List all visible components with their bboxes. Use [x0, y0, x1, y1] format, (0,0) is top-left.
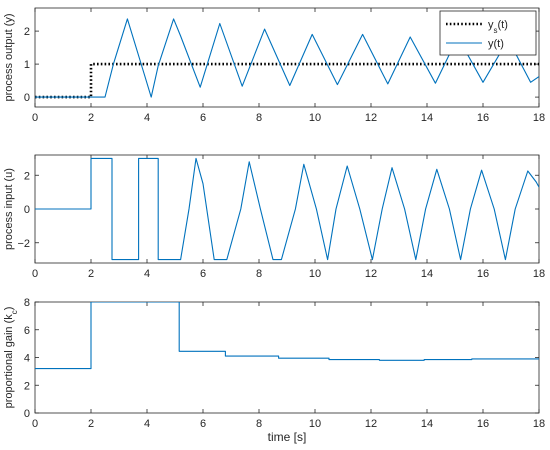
plot-area [34, 154, 540, 264]
y-axis-label: proportional gain (kc) [3, 307, 19, 409]
x-tick-label: 10 [309, 418, 321, 430]
y-tick-label: 2 [24, 380, 30, 392]
y-axis-label: process output (y) [3, 13, 15, 101]
x-tick-label: 18 [533, 418, 545, 430]
x-tick-label: 2 [88, 268, 94, 280]
x-tick-label: 10 [309, 268, 321, 280]
y-tick-label: 0 [24, 408, 30, 420]
series-line-u-t- [35, 157, 539, 261]
process-input-panel: 0 2 4 6 8 10 12 14 16 18 −2 0 2 process input (u) [3, 154, 545, 280]
legend-label: ys(t) [488, 19, 508, 35]
series-line-k-c-t- [35, 302, 539, 370]
x-tick-label: 18 [533, 268, 545, 280]
y-tick-label: 2 [24, 26, 30, 38]
x-axis-label: time [s] [268, 430, 307, 444]
y-axis-label: process input (u) [3, 168, 15, 250]
x-tick-label: 16 [477, 418, 489, 430]
x-tick-label: 6 [200, 418, 206, 430]
y-tick-label: 4 [24, 353, 30, 365]
x-tick-label: 4 [144, 112, 150, 124]
proportional-gain-panel: 0 2 4 6 8 10 12 14 16 18 0 2 4 6 8 proportional gain (k… [3, 297, 545, 430]
y-tick-label: 8 [24, 297, 30, 309]
x-tick-label: 6 [200, 112, 206, 124]
x-tick-label: 16 [477, 112, 489, 124]
x-tick-label: 8 [256, 268, 262, 280]
plot-area [34, 301, 540, 414]
y-tick-label: 2 [24, 170, 30, 182]
x-tick-label: 4 [144, 268, 150, 280]
x-tick-label: 16 [477, 268, 489, 280]
y-tick-label: 1 [24, 59, 30, 71]
series-group [35, 302, 539, 370]
x-tick-label: 14 [421, 112, 433, 124]
x-tick-label: 12 [365, 112, 377, 124]
x-tick-label: 14 [421, 418, 433, 430]
x-tick-label: 0 [32, 268, 38, 280]
legend-label: y(t) [488, 38, 504, 50]
x-tick-label: 0 [32, 112, 38, 124]
x-tick-label: 12 [365, 268, 377, 280]
x-tick-label: 18 [533, 112, 545, 124]
legend-box [439, 10, 537, 56]
x-tick-label: 2 [88, 418, 94, 430]
x-tick-label: 2 [88, 112, 94, 124]
x-tick-label: 6 [200, 268, 206, 280]
x-tick-label: 12 [365, 418, 377, 430]
x-tick-label: 4 [144, 418, 150, 430]
series-group [35, 157, 539, 261]
x-tick-label: 14 [421, 268, 433, 280]
y-tick-label: 0 [24, 92, 30, 104]
x-tick-label: 0 [32, 418, 38, 430]
y-tick-label: 0 [24, 204, 30, 216]
x-tick-label: 10 [309, 112, 321, 124]
y-tick-label: −2 [17, 238, 30, 250]
x-tick-label: 8 [256, 418, 262, 430]
legend: ys(t) y(t) [439, 10, 537, 56]
x-tick-label: 8 [256, 112, 262, 124]
y-tick-label: 6 [24, 325, 30, 337]
